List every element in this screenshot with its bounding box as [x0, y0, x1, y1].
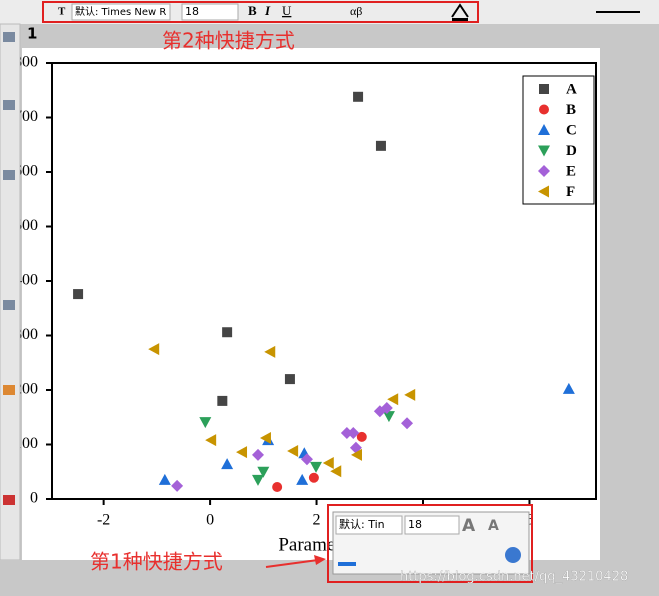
x-tick-label: -2 [97, 512, 110, 529]
x-tick-label: 0 [206, 512, 214, 529]
point [73, 289, 84, 300]
underline-button[interactable]: U [282, 3, 292, 18]
point [205, 434, 217, 447]
tool[interactable] [3, 495, 15, 505]
point [380, 401, 393, 414]
grow-font[interactable]: A [462, 516, 476, 536]
settings-icon[interactable] [505, 547, 521, 563]
legend-label: E [566, 163, 576, 179]
bottom-area [0, 560, 659, 596]
point [375, 140, 386, 151]
point [221, 458, 234, 470]
font-select[interactable] [71, 3, 171, 21]
point [272, 482, 283, 493]
point [217, 395, 228, 406]
size-select[interactable] [181, 3, 239, 21]
point [296, 473, 309, 485]
legend-marker [538, 145, 550, 157]
legend-label: A [566, 81, 577, 97]
annotation-2: 第2种快捷方式 [162, 29, 295, 53]
point [264, 345, 276, 358]
legend-marker [539, 84, 549, 94]
point [387, 393, 399, 406]
tool[interactable] [3, 170, 15, 180]
font-icon[interactable]: T [58, 6, 66, 18]
font-name[interactable]: 默认: Times New R [75, 5, 166, 18]
legend-label: B [566, 102, 576, 118]
tool-icons [3, 32, 15, 505]
bold-button[interactable]: B [248, 3, 257, 18]
watermark: https://blog.csdn.net/qq_43210428 [400, 570, 628, 585]
highlight-box [327, 504, 533, 583]
point [300, 453, 313, 466]
tool[interactable] [3, 100, 15, 110]
point [353, 91, 364, 102]
point [287, 445, 299, 458]
point [322, 457, 334, 470]
font-size[interactable]: 18 [185, 5, 199, 18]
legend-label: F [566, 184, 575, 200]
point [562, 382, 575, 394]
annotation-1: 第1种快捷方式 [90, 550, 223, 574]
point [251, 474, 264, 486]
point [222, 327, 233, 338]
point [148, 343, 160, 356]
point [351, 448, 363, 461]
mini-color[interactable] [338, 562, 356, 566]
mini-size-select[interactable] [404, 515, 460, 535]
tool[interactable] [3, 385, 15, 395]
point [171, 479, 184, 492]
point [310, 461, 323, 473]
legend-marker [538, 124, 550, 135]
page [22, 48, 600, 560]
point [404, 388, 416, 401]
legend-label: C [566, 122, 577, 138]
legend-marker [539, 104, 549, 115]
point [356, 431, 367, 442]
font-color-icon[interactable] [451, 3, 469, 18]
legend-label: D [566, 143, 577, 159]
highlight-box [42, 1, 479, 23]
point [284, 374, 295, 385]
point [382, 411, 395, 423]
layer-number: 1 [27, 25, 37, 43]
mini-font-name[interactable]: 默认: Tin [339, 518, 385, 531]
legend-box [522, 75, 595, 205]
arrow-head [314, 555, 326, 565]
legend-marker [538, 185, 549, 198]
tool[interactable] [3, 300, 15, 310]
mini-font-select[interactable] [335, 515, 403, 535]
tool[interactable] [3, 32, 15, 42]
point [308, 472, 319, 483]
legend-marker [538, 165, 550, 177]
point [340, 427, 353, 440]
point [401, 417, 414, 430]
shrink-font[interactable]: A [488, 518, 499, 534]
font-color-swatch [452, 18, 468, 21]
mini-font-size[interactable]: 18 [408, 518, 422, 531]
italic-button[interactable]: I [264, 3, 271, 18]
point [158, 473, 171, 485]
point [236, 446, 248, 459]
point [257, 466, 270, 478]
x-tick-label: 2 [313, 512, 321, 529]
point [259, 431, 271, 444]
y-tick-label: 0 [30, 490, 38, 507]
point [330, 465, 342, 478]
point [199, 417, 212, 429]
greek-button[interactable]: αβ [350, 4, 362, 18]
point [347, 427, 360, 440]
point [251, 448, 264, 461]
arrow [265, 559, 319, 568]
